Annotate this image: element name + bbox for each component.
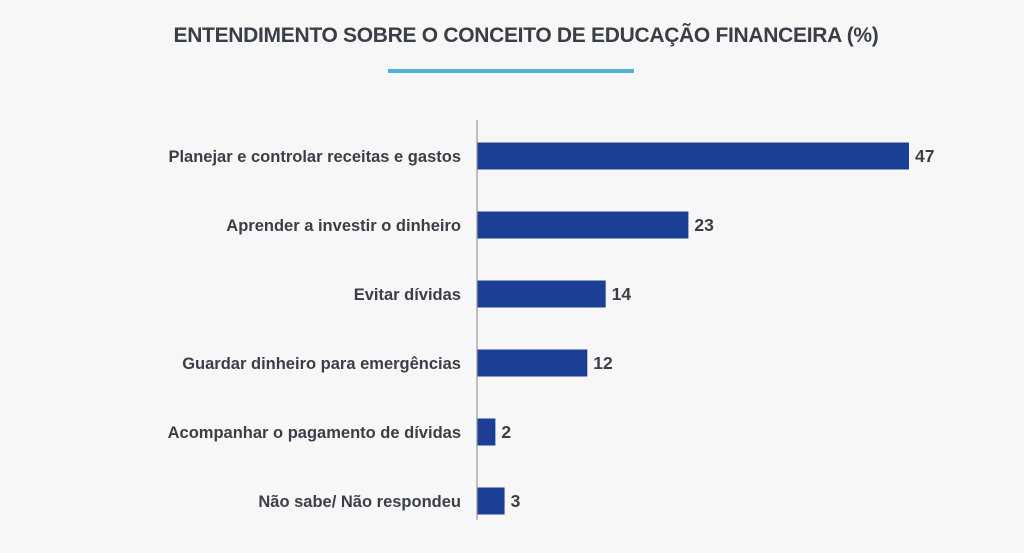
bar <box>477 280 606 308</box>
chart-title: ENTENDIMENTO SOBRE O CONCEITO DE EDUCAÇÃ… <box>173 24 879 47</box>
category-label: Planejar e controlar receitas e gastos <box>168 148 461 166</box>
title-underline <box>388 69 634 73</box>
value-label: 14 <box>612 284 632 304</box>
bar <box>477 418 496 446</box>
bar <box>477 142 909 170</box>
value-label: 3 <box>511 491 521 511</box>
category-label: Não sabe/ Não respondeu <box>258 493 461 511</box>
value-label: 12 <box>593 353 613 373</box>
category-label: Aprender a investir o dinheiro <box>226 217 461 235</box>
bars-layer: Planejar e controlar receitas e gastos 47… <box>168 142 934 515</box>
value-label: 47 <box>915 146 934 166</box>
category-label: Evitar dívidas <box>354 286 461 304</box>
bar <box>477 349 588 377</box>
category-label: Guardar dinheiro para emergências <box>182 355 461 373</box>
value-label: 23 <box>694 215 714 235</box>
bar <box>477 487 505 515</box>
bar <box>477 211 689 239</box>
category-label: Acompanhar o pagamento de dívidas <box>168 424 461 442</box>
value-label: 2 <box>501 422 511 442</box>
